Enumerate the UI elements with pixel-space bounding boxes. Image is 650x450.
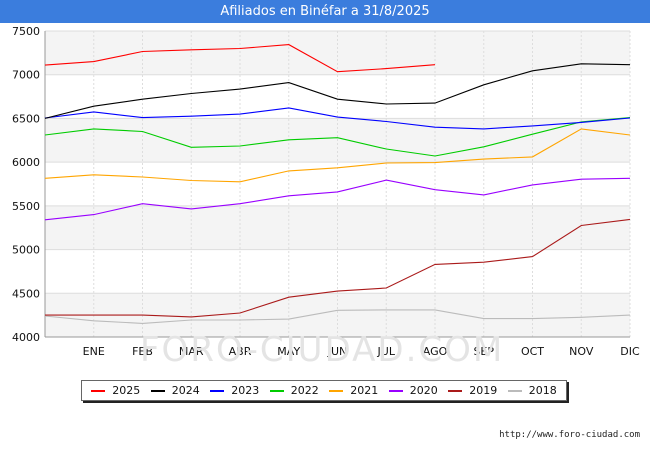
x-tick-label: MAR <box>179 345 204 358</box>
series-line-2023 <box>44 107 631 130</box>
legend-swatch <box>329 389 344 392</box>
x-tick-label: ENE <box>83 345 105 358</box>
y-tick-label: 7500 <box>12 25 40 38</box>
series-line-2025 <box>44 44 436 73</box>
x-tick-label: ABR <box>229 345 252 358</box>
series-line-2020 <box>44 177 631 221</box>
legend-swatch <box>388 389 403 392</box>
y-tick-label: 6000 <box>12 156 40 169</box>
series-line-2018 <box>44 309 631 324</box>
legend-label: 2018 <box>528 384 557 397</box>
x-tick-label: JUN <box>327 345 348 358</box>
legend-label: 2022 <box>290 384 319 397</box>
y-tick-label: 4000 <box>12 331 40 344</box>
y-tick-label: 5500 <box>12 200 40 213</box>
x-tick-label: SEP <box>473 345 494 358</box>
x-tick-label: NOV <box>569 345 594 358</box>
legend-item-2018: 2018 <box>507 384 557 397</box>
chart-legend: 2025 2024 2023 2022 2021 2020 2019 2018 <box>81 380 567 401</box>
series-line-2019 <box>45 218 631 318</box>
legend-swatch <box>269 389 284 392</box>
legend-label: 2025 <box>112 384 141 397</box>
legend-item-2025: 2025 <box>91 384 140 397</box>
x-tick-label: FEB <box>132 345 153 358</box>
legend-item-2023: 2023 <box>210 384 259 397</box>
legend-item-2019: 2019 <box>448 384 497 397</box>
legend-swatch <box>210 389 225 392</box>
x-tick-label: MAY <box>277 345 300 358</box>
legend-item-2020: 2020 <box>388 384 438 397</box>
source-url: http://www.foro-ciudad.com <box>499 430 640 440</box>
legend-item-2024: 2024 <box>150 384 200 397</box>
legend-label: 2019 <box>469 384 498 397</box>
chart-title: Afiliados en Binéfar a 31/8/2025 <box>0 0 650 23</box>
legend-swatch <box>448 389 463 392</box>
legend-item-2022: 2022 <box>269 384 319 397</box>
legend-label: 2024 <box>171 384 200 397</box>
series-line-2021 <box>44 128 631 183</box>
series-line-2024 <box>44 63 631 119</box>
legend-label: 2020 <box>409 384 438 397</box>
y-tick-label: 5000 <box>12 244 40 257</box>
y-tick-label: 4500 <box>12 287 40 300</box>
x-tick-label: JUL <box>377 345 396 358</box>
legend-swatch <box>91 389 106 392</box>
x-tick-label: DIC <box>620 345 640 358</box>
series-line-2022 <box>44 117 631 157</box>
legend-label: 2023 <box>231 384 260 397</box>
watermark: FORO-CIUDAD.COM <box>140 330 505 370</box>
legend-item-2021: 2021 <box>329 384 378 397</box>
y-tick-label: 7000 <box>12 69 40 82</box>
y-tick-label: 6500 <box>12 112 40 125</box>
legend-label: 2021 <box>350 384 379 397</box>
legend-swatch <box>507 389 522 392</box>
x-tick-label: AGO <box>423 345 448 358</box>
legend-swatch <box>150 389 165 392</box>
x-tick-label: OCT <box>521 345 544 358</box>
